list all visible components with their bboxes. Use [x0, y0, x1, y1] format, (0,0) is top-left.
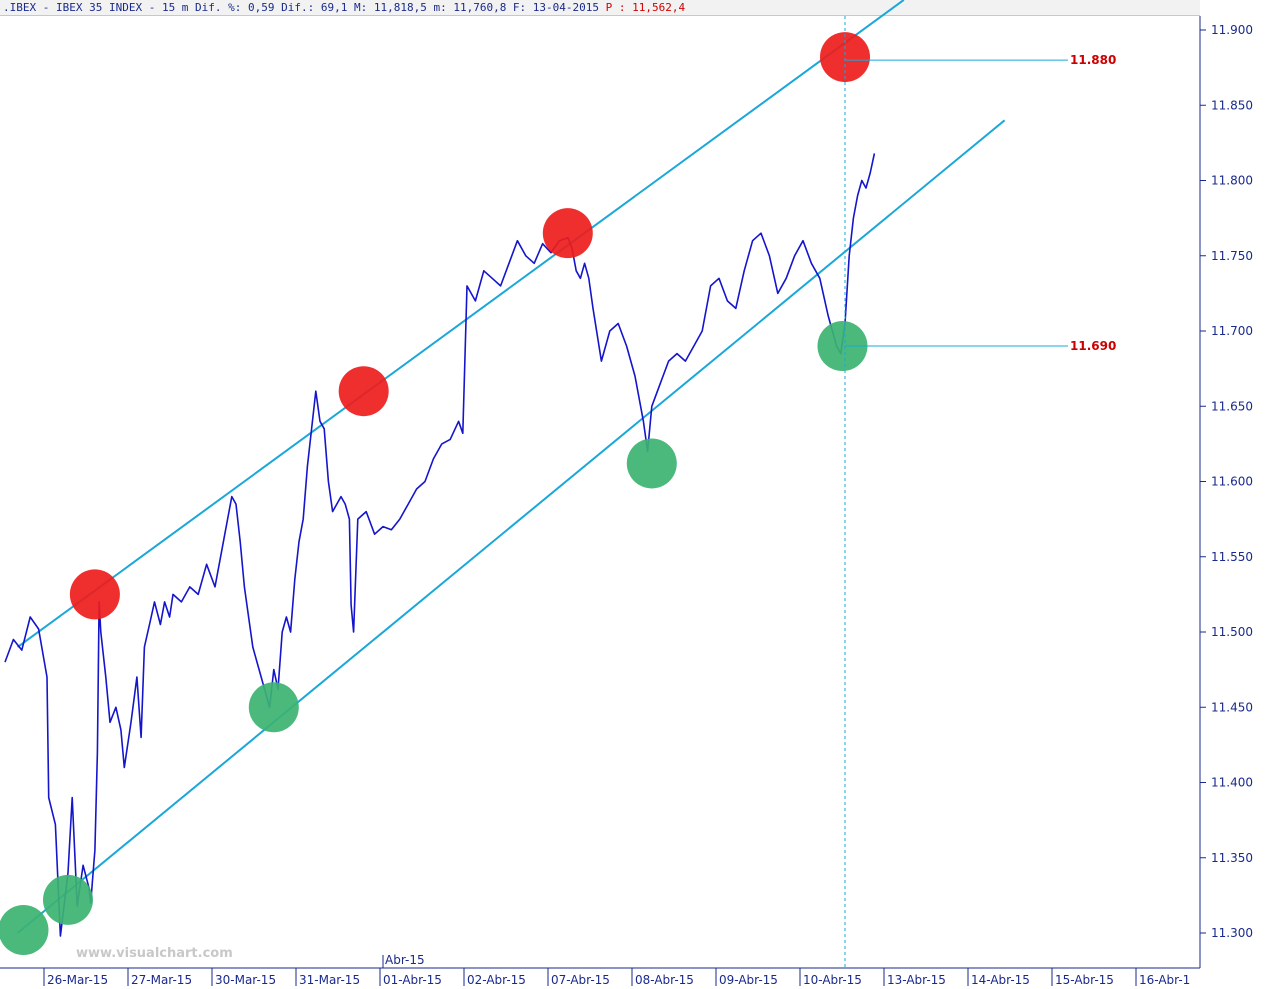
channel-lines: [16, 0, 1006, 934]
y-tick-label-10: 11.400: [1211, 776, 1253, 790]
header-price: P : 11,562,4: [605, 1, 686, 14]
channel-lower-line: [16, 119, 1006, 934]
pivot-markers: [0, 32, 870, 955]
price-line-0: [4, 153, 876, 937]
x-tick-label-0: 26-Mar-15: [47, 973, 108, 987]
y-axis: 11.900 11.850 11.800 11.750 11.700 11.650 11.6…: [1199, 16, 1253, 968]
y-tick-label-11: 11.350: [1211, 851, 1253, 865]
level-lines: 11.880 11.690: [845, 53, 1116, 353]
resistance-marker-2: [542, 208, 593, 259]
y-tick-label-12: 11.300: [1211, 926, 1253, 940]
y-tick-label-8: 11.500: [1211, 625, 1253, 639]
price-series: [4, 153, 876, 937]
x-ticks: 26-Mar-15 27-Mar-15 30-Mar-15 31-Mar-15 01-A…: [43, 968, 1190, 987]
chart-header: .IBEX - IBEX 35 INDEX - 15 m Dif. %: 0,5…: [0, 0, 1200, 16]
x-tick-label-5: 02-Abr-15: [467, 973, 526, 987]
y-tick-label-3: 11.750: [1211, 249, 1253, 263]
watermark: www.visualchart.com: [76, 946, 233, 961]
resistance-marker-0: [69, 569, 120, 620]
y-tick-label-4: 11.700: [1211, 324, 1253, 338]
x-tick-label-3: 31-Mar-15: [299, 973, 360, 987]
header-info: .IBEX - IBEX 35 INDEX - 15 m Dif. %: 0,5…: [3, 1, 600, 14]
x-tick-label-13: 16-Abr-1: [1139, 973, 1190, 987]
y-tick-label-5: 11.650: [1211, 399, 1253, 413]
x-tick-label-12: 15-Abr-15: [1055, 973, 1114, 987]
support-marker-7: [626, 438, 677, 489]
y-tick-label-1: 11.850: [1211, 98, 1253, 112]
x-tick-label-11: 14-Abr-15: [971, 973, 1030, 987]
channel-upper-line: [17, 0, 905, 648]
month-marker: Abr-15: [385, 953, 425, 967]
resistance-marker-1: [338, 366, 389, 417]
y-tick-label-7: 11.550: [1211, 550, 1253, 564]
support-marker-5: [43, 874, 93, 925]
x-tick-label-6: 07-Abr-15: [551, 973, 610, 987]
y-ticks: 11.900 11.850 11.800 11.750 11.700 11.650 11.6…: [1200, 23, 1253, 940]
support-marker-4: [0, 904, 49, 955]
y-tick-label-6: 11.600: [1211, 475, 1253, 489]
level-label-1: 11.690: [1070, 339, 1116, 353]
x-tick-label-2: 30-Mar-15: [215, 973, 276, 987]
x-axis: 26-Mar-15 27-Mar-15 30-Mar-15 31-Mar-15 01-A…: [0, 953, 1200, 987]
x-tick-label-8: 09-Abr-15: [719, 973, 778, 987]
x-tick-label-9: 10-Abr-15: [803, 973, 862, 987]
x-tick-label-7: 08-Abr-15: [635, 973, 694, 987]
x-tick-label-10: 13-Abr-15: [887, 973, 946, 987]
y-tick-label-2: 11.800: [1211, 174, 1253, 188]
support-marker-8: [817, 321, 868, 372]
x-tick-label-4: 01-Abr-15: [383, 973, 442, 987]
support-marker-6: [248, 682, 299, 733]
level-label-0: 11.880: [1070, 53, 1116, 67]
y-tick-label-9: 11.450: [1211, 700, 1253, 714]
y-tick-label-0: 11.900: [1211, 23, 1253, 37]
x-tick-label-1: 27-Mar-15: [131, 973, 192, 987]
resistance-marker-3: [820, 32, 870, 83]
